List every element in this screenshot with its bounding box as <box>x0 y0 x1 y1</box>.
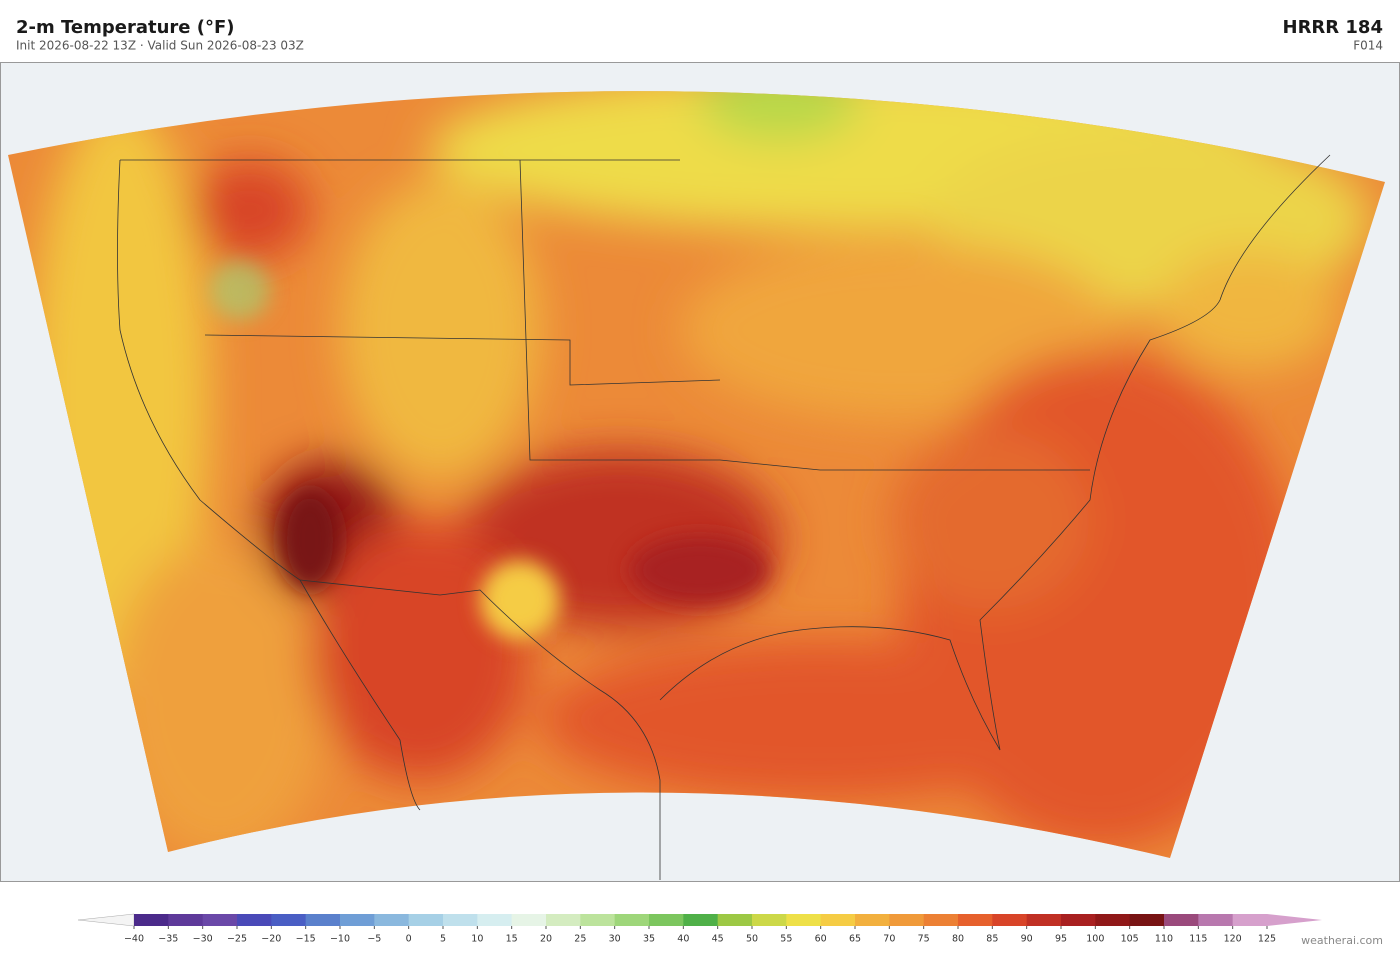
colorbar-bin <box>1129 914 1165 926</box>
colorbar-tick-label: 85 <box>986 934 998 945</box>
colorbar: −40 −35 −30 −25 −20 −15 −10 −5 0 5 10 15 20 25 30 35 40 4… <box>77 913 1322 945</box>
colorbar-tick-label: 45 <box>712 934 724 945</box>
colorbar-tick-label: 90 <box>1021 934 1033 945</box>
colorbar-bin <box>271 914 307 926</box>
colorbar-bin <box>1164 914 1199 926</box>
credit: weatherai.com <box>1301 934 1383 947</box>
colorbar-tick-label: 10 <box>471 934 483 945</box>
colorbar-bin <box>408 914 444 926</box>
title: 2-m Temperature (°F) <box>16 17 235 38</box>
colorbar-bin <box>786 914 822 926</box>
colorbar-tick-label: 115 <box>1189 934 1207 945</box>
colorbar-tick-label: −40 <box>124 934 144 945</box>
colorbar-tick-label: 5 <box>440 934 446 945</box>
colorbar-bin <box>752 914 787 926</box>
colorbar-tick-label: −20 <box>261 934 281 945</box>
colorbar-tick-label: 80 <box>952 934 964 945</box>
colorbar-tick-label: 50 <box>746 934 758 945</box>
colorbar-bin <box>168 914 204 926</box>
colorbar-bin <box>1198 914 1234 926</box>
colorbar-bin <box>305 914 341 926</box>
temperature-field <box>8 91 1385 858</box>
colorbar-bin <box>546 914 581 926</box>
colorbar-tick-label: 60 <box>815 934 827 945</box>
colorbar-tick-label: 110 <box>1155 934 1173 945</box>
model: HRRR 184 <box>1283 17 1384 38</box>
colorbar-tick-label: 105 <box>1121 934 1139 945</box>
colorbar-under <box>77 913 135 927</box>
colorbar-tick-label: 30 <box>609 934 621 945</box>
colorbar-bin <box>820 914 856 926</box>
colorbar-tick-label: 125 <box>1258 934 1276 945</box>
colorbar-tick-label: −35 <box>158 934 178 945</box>
colorbar-bin <box>923 914 959 926</box>
subtitle: Init 2026-08-22 13Z · Valid Sun 2026-08-… <box>16 39 304 53</box>
colorbar-bin <box>1026 914 1062 926</box>
colorbar-bin <box>1095 914 1131 926</box>
colorbar-tick-label: 120 <box>1224 934 1242 945</box>
colorbar-bin <box>1061 914 1096 926</box>
colorbar-tick-label: 20 <box>540 934 552 945</box>
colorbar-tick-label: −15 <box>296 934 316 945</box>
colorbar-tick-label: 55 <box>780 934 792 945</box>
colorbar-bin <box>717 914 753 926</box>
colorbar-bin <box>649 914 684 926</box>
colorbar-tick-label: −5 <box>367 934 381 945</box>
colorbar-bin <box>202 914 238 926</box>
colorbar-tick-label: 70 <box>883 934 895 945</box>
colorbar-bin <box>580 914 616 926</box>
colorbar-bin <box>614 914 650 926</box>
colorbar-bin <box>134 914 169 926</box>
colorbar-bin <box>958 914 993 926</box>
colorbar-bin <box>374 914 410 926</box>
forecast-hour: F014 <box>1353 39 1383 53</box>
colorbar-over <box>1267 914 1322 926</box>
colorbar-bin <box>443 914 478 926</box>
colorbar-bin <box>511 914 547 926</box>
colorbar-tick-label: 35 <box>643 934 655 945</box>
colorbar-bin <box>683 914 719 926</box>
colorbar-tick-label: 75 <box>918 934 930 945</box>
colorbar-tick-label: −30 <box>193 934 213 945</box>
colorbar-bin <box>889 914 925 926</box>
colorbar-tick-label: 95 <box>1055 934 1067 945</box>
colorbar-bin <box>1232 914 1268 926</box>
colorbar-tick-label: 100 <box>1086 934 1104 945</box>
colorbar-bin <box>477 914 513 926</box>
colorbar-tick-label: −25 <box>227 934 247 945</box>
colorbar-bin <box>237 914 272 926</box>
colorbar-tick-label: 0 <box>406 934 412 945</box>
colorbar-bin <box>340 914 375 926</box>
colorbar-tick-label: 25 <box>574 934 586 945</box>
colorbar-bin <box>992 914 1028 926</box>
colorbar-tick-label: 15 <box>506 934 518 945</box>
colorbar-tick-label: −10 <box>330 934 350 945</box>
colorbar-tick-label: 40 <box>677 934 689 945</box>
boundaries <box>117 154 1331 880</box>
colorbar-bin <box>855 914 890 926</box>
colorbar-tick-label: 65 <box>849 934 861 945</box>
